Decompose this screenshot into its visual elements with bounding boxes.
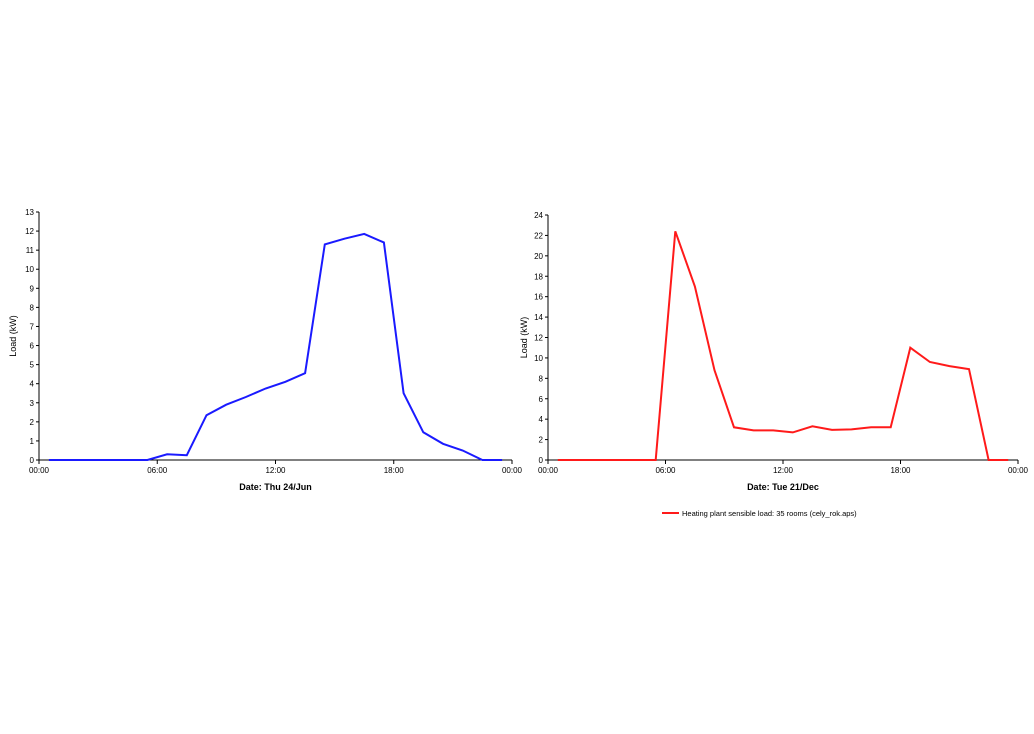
y-tick-label: 16 <box>534 293 543 302</box>
data-point <box>206 414 208 416</box>
data-point <box>909 347 911 349</box>
data-point <box>48 459 50 461</box>
data-point <box>462 450 464 452</box>
x-tick-label: 12:00 <box>265 466 286 475</box>
x-tick-label: 18:00 <box>890 466 911 475</box>
x-tick-label: 12:00 <box>773 466 794 475</box>
x-axis-label: Date: Tue 21/Dec <box>747 482 819 492</box>
data-point <box>674 231 676 233</box>
data-point <box>304 372 306 374</box>
data-point <box>557 459 559 461</box>
data-point <box>616 459 618 461</box>
data-point <box>851 429 853 431</box>
data-point <box>635 459 637 461</box>
y-tick-label: 13 <box>25 208 34 217</box>
series-line <box>557 230 1009 461</box>
data-point <box>714 369 716 371</box>
data-point <box>792 432 794 434</box>
data-point <box>265 388 267 390</box>
data-point <box>225 404 227 406</box>
y-tick-label: 10 <box>534 354 543 363</box>
data-point <box>245 396 247 398</box>
data-point <box>596 459 598 461</box>
data-point <box>87 459 89 461</box>
y-tick-label: 14 <box>534 313 543 322</box>
legend-label: Heating plant sensible load: 35 rooms (c… <box>682 509 857 518</box>
data-point <box>403 392 405 394</box>
data-point <box>577 459 579 461</box>
x-tick-label: 06:00 <box>147 466 168 475</box>
data-point <box>949 365 951 367</box>
x-tick-label: 00:00 <box>502 466 523 475</box>
y-tick-label: 8 <box>30 303 35 312</box>
data-point <box>968 368 970 370</box>
data-point <box>423 432 425 434</box>
data-point <box>831 429 833 431</box>
data-point <box>501 459 503 461</box>
data-point <box>166 453 168 455</box>
y-tick-label: 0 <box>30 456 35 465</box>
x-axis-label: Date: Thu 24/Jun <box>239 482 312 492</box>
y-tick-label: 10 <box>25 265 34 274</box>
data-point <box>812 426 814 428</box>
data-point <box>147 459 149 461</box>
y-axis-label: Load (kW) <box>519 317 529 359</box>
data-point <box>344 238 346 240</box>
data-point <box>107 459 109 461</box>
data-point <box>186 454 188 456</box>
x-tick-label: 18:00 <box>384 466 405 475</box>
data-point <box>285 381 287 383</box>
data-point <box>363 233 365 235</box>
y-tick-label: 24 <box>534 211 543 220</box>
y-tick-label: 4 <box>539 415 544 424</box>
y-tick-label: 2 <box>539 436 544 445</box>
y-tick-label: 1 <box>30 437 35 446</box>
y-tick-label: 8 <box>539 374 544 383</box>
data-point <box>929 361 931 363</box>
y-tick-label: 3 <box>30 399 35 408</box>
data-point <box>870 427 872 429</box>
y-tick-label: 0 <box>539 456 544 465</box>
data-point <box>127 459 129 461</box>
data-point <box>442 443 444 445</box>
x-tick-label: 06:00 <box>655 466 676 475</box>
data-point <box>988 459 990 461</box>
x-tick-label: 00:00 <box>538 466 559 475</box>
y-tick-label: 7 <box>30 322 35 331</box>
y-tick-label: 6 <box>30 342 35 351</box>
y-tick-label: 12 <box>25 227 34 236</box>
data-point <box>383 242 385 244</box>
y-tick-label: 2 <box>30 418 35 427</box>
data-point <box>733 427 735 429</box>
data-point <box>1007 459 1009 461</box>
series-line <box>48 232 503 461</box>
y-tick-label: 6 <box>539 395 544 404</box>
data-point <box>694 286 696 288</box>
data-point <box>772 430 774 432</box>
y-tick-label: 4 <box>30 380 35 389</box>
x-tick-label: 00:00 <box>1008 466 1029 475</box>
data-point <box>753 430 755 432</box>
data-point <box>655 459 657 461</box>
y-tick-label: 18 <box>534 272 543 281</box>
data-point <box>324 244 326 246</box>
y-tick-label: 11 <box>26 246 35 255</box>
y-tick-label: 22 <box>534 231 543 240</box>
y-axis-label: Load (kW) <box>8 315 18 357</box>
y-tick-label: 20 <box>534 252 543 261</box>
y-tick-label: 12 <box>534 334 543 343</box>
data-point <box>68 459 70 461</box>
y-tick-label: 9 <box>30 284 35 293</box>
x-tick-label: 00:00 <box>29 466 50 475</box>
y-tick-label: 5 <box>30 361 35 370</box>
data-point <box>482 459 484 461</box>
data-point <box>890 427 892 429</box>
